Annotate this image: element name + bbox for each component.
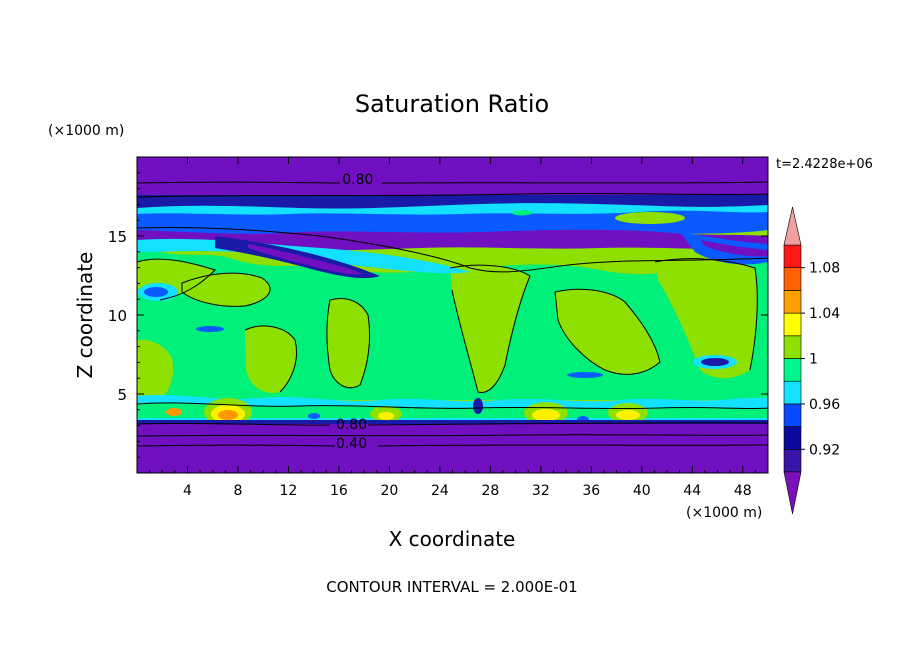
field-pocket-mid	[196, 326, 224, 332]
x-axis-ticks: 4 8 12 16 20 24 28 32 36 40 44 48	[149, 157, 756, 499]
field-lime-patch-h	[137, 339, 174, 400]
colorbar: 0.92 0.96 1 1.04 1.08	[783, 206, 840, 515]
x-tick-label: 40	[633, 483, 651, 499]
x-tick-label: 20	[380, 483, 398, 499]
bump-2-y	[532, 409, 560, 421]
bump-8	[308, 413, 320, 419]
colorbar-segment	[783, 267, 802, 291]
field-mid-purple-band	[137, 229, 768, 251]
contour-label: 0.80	[342, 172, 373, 188]
colorbar-label: 0.96	[809, 397, 840, 413]
colorbar-segment	[783, 403, 802, 427]
x-tick-label: 8	[233, 483, 242, 499]
y-tick-label: 10	[108, 307, 127, 325]
colorbar-under-arrow	[783, 471, 802, 515]
field-right-purple	[700, 240, 768, 257]
bump-4-y	[378, 412, 394, 420]
field-small-lens	[512, 210, 532, 216]
colorbar-label: 1	[809, 352, 818, 368]
colorbar-segment	[783, 290, 802, 314]
x-tick-label: 32	[532, 483, 550, 499]
x-tick-label: 16	[330, 483, 348, 499]
x-tick-label: 48	[734, 483, 752, 499]
y-tick-label: 5	[117, 386, 127, 404]
chart-title: Saturation Ratio	[355, 90, 549, 118]
x-unit-label: (×1000 m)	[686, 505, 762, 521]
field-light-lens	[615, 212, 685, 224]
x-tick-label: 44	[683, 483, 701, 499]
bump-3-y	[616, 410, 640, 420]
x-tick-label: 12	[280, 483, 298, 499]
field-lime-patch-g	[245, 325, 297, 394]
field-bottom-indigo-edge	[137, 420, 768, 424]
contour-label: 0.40	[336, 436, 367, 452]
field-bottom-purple	[137, 422, 768, 473]
colorbar-segment	[783, 335, 802, 359]
colorbar-segment	[783, 426, 802, 450]
field-top-purple	[137, 157, 768, 195]
field-pocket-mid-b	[567, 372, 603, 378]
x-axis-label: X coordinate	[389, 527, 516, 551]
colorbar-segment	[783, 448, 802, 473]
x-tick-label: 24	[431, 483, 449, 499]
x-tick-label: 28	[481, 483, 499, 499]
contour-labels: 0.80 0.80 0.40	[336, 172, 373, 452]
colorbar-segment	[783, 358, 802, 382]
contour-field	[137, 157, 768, 473]
colorbar-label: 1.08	[809, 261, 840, 277]
colorbar-segment	[783, 244, 802, 269]
field-lime-patch-e	[655, 258, 758, 379]
colorbar-over-arrow	[783, 206, 802, 246]
bump-6	[473, 398, 483, 414]
y-unit-label: (×1000 m)	[48, 123, 124, 139]
colorbar-segment	[783, 312, 802, 337]
contour-lines	[137, 181, 768, 447]
colorbar-label: 0.92	[809, 442, 840, 458]
y-tick-label: 15	[108, 228, 127, 246]
time-label: t=2.4228e+06	[776, 157, 873, 172]
field-lime-patch-b	[182, 273, 271, 307]
field-pocket-right-core	[701, 358, 729, 366]
field-pocket-left-core	[144, 287, 168, 297]
contour-interval-footer: CONTOUR INTERVAL = 2.000E-01	[326, 578, 577, 596]
y-axis-label: Z coordinate	[73, 252, 97, 379]
colorbar-segment	[783, 380, 802, 405]
x-tick-label: 4	[183, 483, 192, 499]
bump-5	[166, 408, 182, 416]
x-tick-label: 36	[582, 483, 600, 499]
colorbar-label: 1.04	[809, 306, 840, 322]
field-lime-patch-f	[327, 298, 370, 388]
contour-label: 0.80	[336, 417, 367, 433]
y-axis-ticks: 5 10 15	[108, 172, 768, 458]
field-dry-tongue-core	[248, 244, 362, 275]
bump-1-o	[218, 410, 238, 420]
